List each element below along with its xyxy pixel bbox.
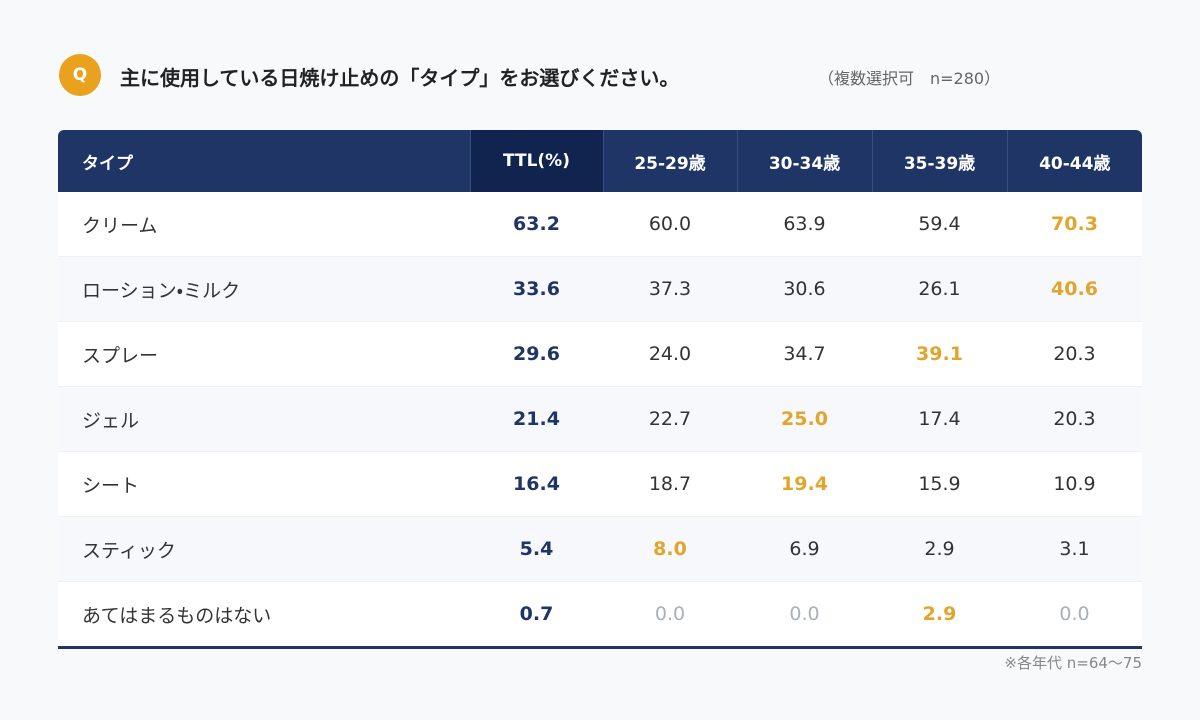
cell-value: 17.4 xyxy=(872,386,1007,452)
column-header: 25-29歳 xyxy=(602,130,737,192)
row-label: ローション・ミルク xyxy=(58,256,470,322)
table-row: スプレー 29.6 24.0 34.7 39.1 20.3 xyxy=(58,321,1142,387)
cell-value: 0.0 xyxy=(737,581,872,649)
table-row: あてはまるものはない 0.7 0.0 0.0 2.9 0.0 xyxy=(58,581,1142,649)
cell-value: 15.9 xyxy=(872,451,1007,517)
cell-value: 0.7 xyxy=(470,581,603,649)
cell-value: 25.0 xyxy=(737,386,872,452)
row-label: スプレー xyxy=(58,321,470,387)
cell-value: 0.0 xyxy=(1007,581,1142,649)
cell-value: 39.1 xyxy=(872,321,1007,387)
row-label: スティック xyxy=(58,516,470,582)
column-header: 35-39歳 xyxy=(871,130,1007,192)
cell-value: 63.2 xyxy=(470,192,603,257)
cell-value: 19.4 xyxy=(737,451,872,517)
cell-value: 34.7 xyxy=(737,321,872,387)
row-label: シート xyxy=(58,451,470,517)
cell-value: 59.4 xyxy=(872,192,1007,257)
cell-value: 16.4 xyxy=(470,451,603,517)
cell-value: 8.0 xyxy=(603,516,737,582)
row-label: ジェル xyxy=(58,386,470,452)
cell-value: 18.7 xyxy=(603,451,737,517)
cell-value: 5.4 xyxy=(470,516,603,582)
cell-value: 0.0 xyxy=(603,581,737,649)
cell-value: 2.9 xyxy=(872,581,1007,649)
table-row: スティック 5.4 8.0 6.9 2.9 3.1 xyxy=(58,516,1142,582)
footnote: ※各年代 n=64～75 xyxy=(1004,654,1142,672)
table-row: シート 16.4 18.7 19.4 15.9 10.9 xyxy=(58,451,1142,517)
cell-value: 63.9 xyxy=(737,192,872,257)
cell-value: 37.3 xyxy=(603,256,737,322)
column-header: TTL(%) xyxy=(469,130,603,192)
question-badge: Q xyxy=(59,54,101,96)
cell-value: 26.1 xyxy=(872,256,1007,322)
question-note: （複数選択可 n=280） xyxy=(818,69,1001,88)
cell-value: 10.9 xyxy=(1007,451,1142,517)
table-row: ジェル 21.4 22.7 25.0 17.4 20.3 xyxy=(58,386,1142,452)
cell-value: 24.0 xyxy=(603,321,737,387)
table-row: ローション・ミルク 33.6 37.3 30.6 26.1 40.6 xyxy=(58,256,1142,322)
cell-value: 20.3 xyxy=(1007,321,1142,387)
cell-value: 30.6 xyxy=(737,256,872,322)
row-label: あてはまるものはない xyxy=(58,581,470,649)
table-row: クリーム 63.2 60.0 63.9 59.4 70.3 xyxy=(58,192,1142,257)
column-header: 40-44歳 xyxy=(1006,130,1142,192)
cell-value: 21.4 xyxy=(470,386,603,452)
cell-value: 33.6 xyxy=(470,256,603,322)
cell-value: 6.9 xyxy=(737,516,872,582)
cell-value: 22.7 xyxy=(603,386,737,452)
row-label: クリーム xyxy=(58,192,470,257)
column-header: タイプ xyxy=(58,130,470,192)
header-row: タイプ TTL(%) 25-29歳 30-34歳 35-39歳 40-44歳 xyxy=(58,130,1142,192)
result-table: タイプ TTL(%) 25-29歳 30-34歳 35-39歳 40-44歳 クリーム 63… xyxy=(58,130,1142,649)
question-title: 主に使用している日焼け止めの「タイプ」をお選びください。 xyxy=(120,66,680,90)
cell-value: 70.3 xyxy=(1007,192,1142,257)
table-body: クリーム 63.2 60.0 63.9 59.4 70.3 ローション・ミルク 33.6 37.… xyxy=(58,192,1142,649)
cell-value: 40.6 xyxy=(1007,256,1142,322)
cell-value: 2.9 xyxy=(872,516,1007,582)
cell-value: 29.6 xyxy=(470,321,603,387)
cell-value: 60.0 xyxy=(603,192,737,257)
cell-value: 20.3 xyxy=(1007,386,1142,452)
cell-value: 3.1 xyxy=(1007,516,1142,582)
column-header: 30-34歳 xyxy=(736,130,872,192)
